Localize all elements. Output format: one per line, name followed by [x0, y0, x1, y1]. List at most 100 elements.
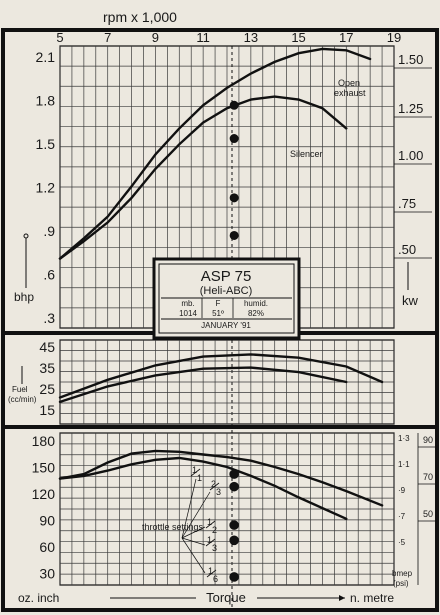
fuel-axis-label-line1: Fuel [12, 385, 28, 394]
bhp-axis-arrow-head [23, 233, 29, 239]
fuel-tick-labels: 45 35 25 15 [39, 339, 55, 418]
bhp-tick-label: 1.8 [36, 93, 56, 109]
torque-tick-label: 90 [39, 513, 55, 529]
torque-curve-line [58, 456, 348, 520]
bmep-tick-label: 90 [423, 435, 433, 445]
torque-arrow-head [339, 595, 345, 601]
bmep-tick-label: 70 [423, 472, 433, 482]
open-exhaust-label-line2: exhaust [334, 88, 366, 98]
nmetre-tick-label: ·7 [398, 512, 406, 521]
throttle-fraction-numerator: 1 [192, 465, 197, 475]
nmetre-tick-label: 1·1 [398, 460, 410, 469]
power-curve-line [58, 47, 372, 260]
throttle-point [229, 535, 239, 546]
throttle-fraction-bar [205, 538, 216, 547]
kw-tick-label: 1.25 [398, 101, 423, 116]
power-point [229, 100, 239, 110]
throttle-label: throttle settings [142, 522, 204, 532]
kw-tick-label: .50 [398, 242, 416, 257]
bmep-axis-label-line1: bmep [392, 569, 413, 578]
bhp-axis-label: bhp [14, 290, 34, 304]
info-box-humidity-label: humid. [244, 299, 268, 308]
throttle-fraction-bar [205, 520, 216, 529]
throttle-fraction-numerator: 2 [211, 479, 216, 489]
nmetre-tick-label: ·9 [398, 486, 406, 495]
info-box-title: ASP 75 [201, 268, 252, 285]
bhp-tick-label: .9 [43, 223, 55, 239]
info-box-humidity-value: 82% [248, 309, 264, 318]
fuel-curve-line [58, 366, 348, 404]
rpm-tick-label: 5 [56, 30, 63, 45]
power-point [229, 193, 239, 203]
torque-axis-title: Torque [206, 590, 246, 605]
kw-tick-label: 1.00 [398, 148, 423, 163]
torque-tick-label: 120 [32, 486, 56, 502]
throttle-fraction-numerator: 1 [207, 517, 212, 527]
throttle-point [229, 469, 239, 479]
rpm-tick-label: 19 [387, 30, 401, 45]
fuel-tick-label: 15 [39, 402, 55, 418]
bhp-tick-label: .3 [43, 310, 55, 326]
throttle-leader-lines [181, 478, 211, 574]
silencer-label: Silencer [290, 149, 323, 159]
fuel-curve-line [58, 353, 384, 399]
info-box-temp-value: 51º [212, 309, 224, 318]
bmep-tick-label: 50 [423, 509, 433, 519]
bhp-tick-label: 1.5 [36, 136, 56, 152]
kw-tick-label: .75 [398, 196, 416, 211]
power-point [229, 230, 239, 240]
kw-tick-label: 1.50 [398, 52, 423, 67]
info-box-pressure-label: mb. [181, 299, 194, 308]
nmetre-tick-labels: 1·3 1·1 ·9 ·7 ·5 [398, 434, 410, 547]
throttle-leader-line [181, 478, 197, 539]
rpm-tick-label: 11 [196, 30, 210, 45]
kw-tick-labels: 1.50 1.25 1.00 .75 .50 [394, 52, 432, 259]
torque-tick-labels: 180 150 120 90 60 30 [32, 433, 56, 582]
info-box-date: JANUARY '91 [201, 321, 251, 330]
fuel-axis-label-line2: (cc/min) [8, 395, 37, 404]
rpm-tick-label: 7 [104, 30, 111, 45]
bmep-tick-labels: 90 70 50 [417, 433, 436, 585]
throttle-fraction-denominator: 3 [212, 543, 217, 553]
throttle-leader-line [181, 537, 206, 574]
power-points [229, 100, 239, 240]
chart-frame [1, 28, 439, 612]
throttle-leader-line [181, 537, 206, 546]
fuel-tick-label: 45 [39, 339, 55, 355]
rpm-tick-labels: 5 7 9 11 13 15 17 19 [56, 30, 401, 45]
throttle-leader-line [181, 491, 211, 539]
bmep-axis-label-line2: (psi) [393, 579, 409, 588]
throttle-fraction-denominator: 1 [197, 473, 202, 483]
info-box-pressure-value: 1014 [179, 309, 197, 318]
torque-left-unit: oz. inch [18, 591, 59, 605]
power-point [229, 134, 239, 144]
power-curve-line [58, 95, 348, 260]
bhp-tick-labels: 2.1 1.8 1.5 1.2 .9 .6 .3 [36, 49, 56, 326]
bhp-tick-label: .6 [43, 267, 55, 283]
torque-grid [59, 433, 395, 585]
throttle-leader-line [181, 526, 206, 539]
throttle-point [229, 520, 239, 530]
throttle-point [229, 572, 239, 582]
rpm-tick-label: 15 [291, 30, 305, 45]
torque-tick-label: 30 [39, 566, 55, 582]
open-exhaust-label-line1: Open [338, 78, 360, 88]
info-box: ASP 75 (Heli-ABC) mb. 1014 F 51º humid. … [152, 257, 301, 340]
throttle-fraction-numerator: 1 [208, 566, 213, 576]
throttle-fraction-denominator: 6 [213, 574, 218, 584]
torque-curves [58, 449, 384, 520]
torque-tick-label: 60 [39, 539, 55, 555]
fuel-grid [59, 340, 395, 424]
fuel-tick-label: 35 [39, 360, 55, 376]
info-box-temp-label: F [216, 299, 221, 308]
fuel-curves [58, 353, 384, 404]
throttle-fraction-bar [190, 468, 201, 477]
torque-tick-label: 150 [32, 460, 56, 476]
throttle-point [229, 481, 239, 492]
throttle-fraction-numerator: 1 [207, 535, 212, 545]
torque-tick-label: 180 [32, 433, 56, 449]
throttle-fraction-bar [209, 482, 220, 491]
bhp-tick-label: 2.1 [36, 49, 56, 65]
